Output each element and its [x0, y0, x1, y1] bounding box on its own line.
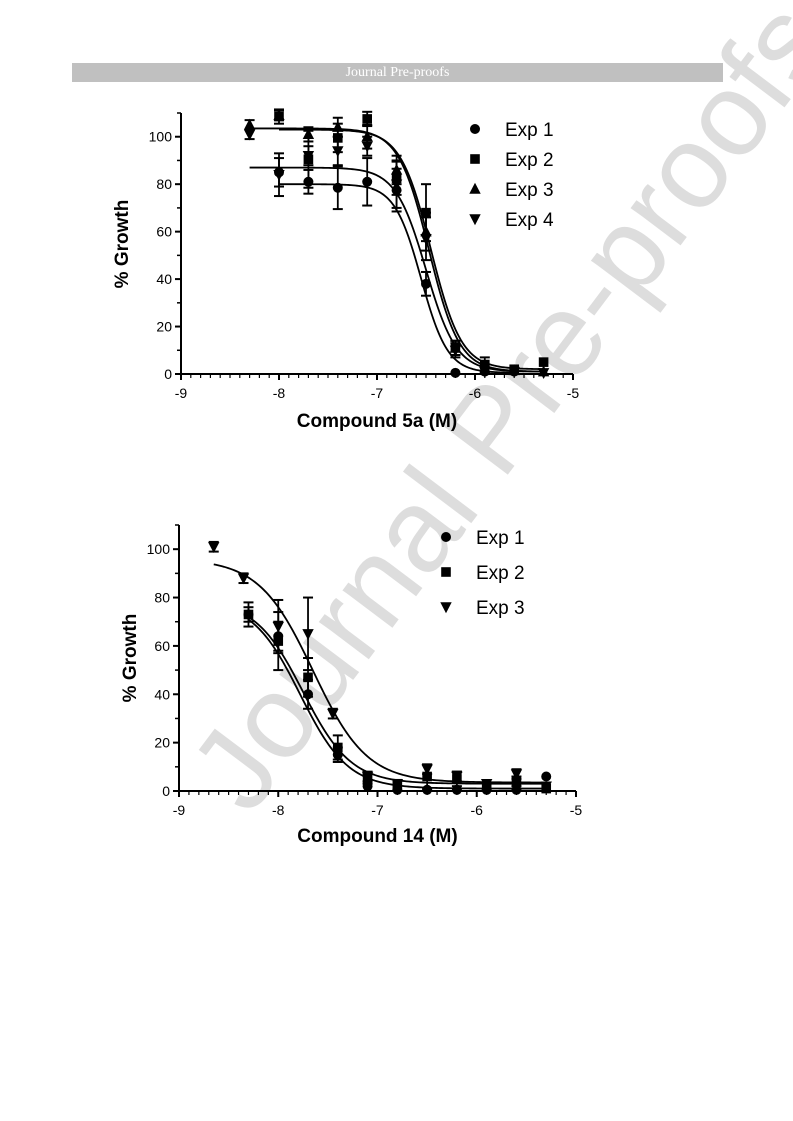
data-point-exp-3	[421, 764, 433, 776]
fit-curve-exp-3	[249, 127, 544, 373]
x-tick-label: -6	[469, 385, 482, 401]
data-point-exp-4	[449, 345, 462, 357]
legend-label-exp-4: Exp 4	[505, 210, 554, 231]
data-point-exp-2	[538, 357, 549, 367]
data-point-exp-1	[511, 784, 522, 795]
data-point-exp-4	[390, 179, 403, 191]
data-point-exp-2	[362, 114, 372, 124]
legend-label-exp-3: Exp 3	[476, 598, 525, 619]
data-point-exp-3	[302, 128, 315, 140]
legend-marker-exp-1	[470, 124, 480, 134]
legend-marker-exp-3	[469, 182, 481, 194]
data-point-exp-3	[272, 621, 284, 633]
legend-marker-exp-1	[441, 532, 451, 542]
x-tick-label: -7	[371, 802, 384, 818]
data-point-exp-2	[333, 742, 343, 753]
legend-label-exp-1: Exp 1	[476, 528, 525, 549]
legend-label-exp-3: Exp 3	[505, 180, 554, 201]
legend-label-exp-1: Exp 1	[505, 120, 554, 141]
y-tick-label: 60	[156, 224, 172, 240]
y-tick-label: 100	[147, 541, 171, 557]
data-point-exp-2	[511, 776, 522, 787]
data-point-exp-1	[422, 784, 433, 795]
series-exp-1	[243, 606, 552, 795]
y-axis-title: % Growth	[120, 614, 141, 703]
legend-marker-exp-2	[470, 154, 480, 164]
running-header-text: Journal Pre-proofs	[345, 65, 450, 80]
x-tick-label: -6	[471, 802, 484, 818]
legend-label-exp-2: Exp 2	[476, 563, 525, 584]
series-exp-2	[243, 601, 552, 794]
y-tick-label: 20	[156, 319, 172, 335]
data-point-exp-1	[421, 278, 431, 289]
data-point-exp-1	[451, 784, 462, 795]
y-tick-label: 40	[156, 271, 172, 287]
series-exp-3	[208, 540, 552, 793]
data-point-exp-2	[422, 771, 432, 782]
data-point-exp-4	[537, 368, 550, 380]
x-tick-label: -8	[272, 802, 285, 818]
data-point-exp-3	[208, 542, 220, 553]
data-point-exp-2	[243, 609, 254, 620]
data-point-exp-3	[332, 121, 344, 132]
x-tick-label: -7	[371, 385, 384, 401]
data-point-exp-3	[540, 781, 552, 793]
data-point-exp-3	[361, 771, 374, 783]
data-point-exp-4	[302, 151, 315, 162]
data-point-exp-3	[237, 573, 250, 585]
x-tick-label: -9	[175, 385, 188, 401]
fit-curve-exp-2	[279, 128, 544, 371]
y-axis-title: % Growth	[112, 200, 133, 289]
x-tick-label: -5	[567, 385, 580, 401]
data-point-exp-1	[450, 367, 461, 378]
x-tick-label: -5	[570, 802, 583, 818]
data-point-exp-4	[420, 234, 432, 245]
y-tick-label: 0	[164, 366, 172, 382]
data-point-exp-4	[361, 141, 373, 153]
data-point-exp-3	[480, 779, 493, 790]
fit-curve-exp-2	[247, 616, 547, 785]
x-tick-label: -9	[173, 802, 186, 818]
fit-curve-exp-1	[247, 618, 547, 790]
y-tick-label: 100	[149, 129, 173, 145]
y-tick-label: 20	[154, 735, 170, 751]
data-point-exp-3	[510, 769, 523, 781]
y-tick-label: 80	[154, 590, 170, 606]
data-point-exp-4	[479, 366, 491, 378]
running-header: Journal Pre-proofs	[72, 63, 723, 82]
y-tick-label: 0	[162, 783, 170, 799]
data-point-exp-1	[332, 182, 343, 193]
x-axis-title: Compound 5a (M)	[297, 411, 457, 432]
x-axis-title: Compound 14 (M)	[297, 826, 457, 847]
legend-marker-exp-3	[440, 602, 452, 614]
data-point-exp-4	[508, 366, 520, 378]
fit-curve-exp-3	[213, 563, 547, 784]
legend-label-exp-2: Exp 2	[505, 150, 554, 171]
data-point-exp-3	[391, 779, 404, 790]
x-tick-label: -8	[273, 385, 286, 401]
data-point-exp-4	[243, 129, 256, 141]
series-exp-4	[243, 128, 550, 380]
data-point-exp-3	[302, 629, 314, 641]
data-point-exp-3	[451, 771, 463, 783]
data-point-exp-1	[541, 771, 552, 782]
y-tick-label: 60	[154, 638, 170, 654]
data-point-exp-3	[243, 118, 256, 130]
legend-marker-exp-2	[441, 567, 451, 577]
y-tick-label: 40	[154, 686, 170, 702]
y-tick-label: 80	[156, 176, 172, 192]
data-point-exp-3	[273, 109, 285, 121]
data-point-exp-4	[332, 146, 344, 158]
data-point-exp-1	[362, 176, 373, 187]
data-point-exp-2	[303, 672, 313, 683]
data-point-exp-3	[327, 708, 339, 720]
legend-marker-exp-4	[469, 214, 481, 226]
data-point-exp-4	[273, 169, 285, 181]
